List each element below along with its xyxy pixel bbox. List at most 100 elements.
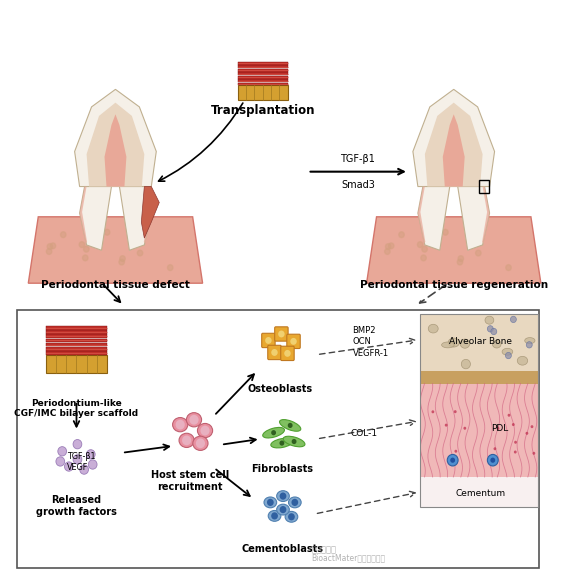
- Circle shape: [514, 441, 517, 444]
- Circle shape: [47, 244, 53, 249]
- FancyBboxPatch shape: [281, 346, 294, 361]
- Circle shape: [510, 316, 517, 322]
- Circle shape: [86, 450, 95, 459]
- Ellipse shape: [277, 491, 289, 502]
- Polygon shape: [418, 187, 450, 250]
- Text: Alveolar Bone: Alveolar Bone: [450, 337, 513, 346]
- Circle shape: [288, 513, 295, 520]
- FancyBboxPatch shape: [287, 334, 301, 349]
- Circle shape: [120, 256, 125, 262]
- Ellipse shape: [264, 497, 277, 508]
- Circle shape: [454, 450, 457, 453]
- Polygon shape: [79, 187, 87, 244]
- Ellipse shape: [448, 338, 459, 347]
- Circle shape: [463, 427, 466, 430]
- Bar: [238, 79, 287, 82]
- Circle shape: [506, 264, 511, 270]
- Bar: [46, 347, 107, 350]
- Circle shape: [65, 462, 73, 471]
- Circle shape: [267, 499, 274, 506]
- Circle shape: [104, 229, 110, 235]
- Text: Periodontal tissue defect: Periodontal tissue defect: [41, 280, 190, 289]
- Bar: [238, 72, 287, 75]
- Circle shape: [424, 233, 429, 238]
- Ellipse shape: [517, 356, 528, 365]
- Circle shape: [384, 249, 390, 255]
- Circle shape: [514, 451, 517, 454]
- Circle shape: [450, 458, 455, 463]
- Text: Fibroblasts: Fibroblasts: [251, 465, 313, 474]
- Circle shape: [291, 499, 298, 506]
- Ellipse shape: [193, 436, 208, 451]
- Polygon shape: [120, 187, 151, 250]
- Circle shape: [58, 447, 66, 456]
- Ellipse shape: [485, 316, 494, 324]
- Circle shape: [505, 353, 511, 359]
- Text: TGF-β1: TGF-β1: [341, 154, 375, 164]
- Circle shape: [287, 423, 293, 428]
- Ellipse shape: [428, 324, 438, 333]
- Circle shape: [271, 512, 278, 520]
- Ellipse shape: [197, 423, 213, 438]
- Bar: [420, 383, 538, 477]
- Circle shape: [291, 439, 297, 444]
- Circle shape: [512, 423, 515, 426]
- Circle shape: [284, 350, 291, 357]
- Ellipse shape: [179, 433, 194, 448]
- Ellipse shape: [524, 338, 535, 343]
- Circle shape: [472, 235, 477, 241]
- Ellipse shape: [285, 512, 298, 522]
- Text: Cementoblasts: Cementoblasts: [241, 544, 323, 554]
- Circle shape: [133, 235, 139, 241]
- Bar: [46, 326, 107, 329]
- Ellipse shape: [283, 436, 305, 447]
- Text: Smad3: Smad3: [341, 180, 375, 190]
- Circle shape: [531, 425, 534, 428]
- Ellipse shape: [492, 340, 501, 348]
- Text: Periodontium-like
CGF/IMC bilayer scaffold: Periodontium-like CGF/IMC bilayer scaffo…: [14, 398, 138, 418]
- Text: Host stem cell
recruitment: Host stem cell recruitment: [151, 470, 229, 492]
- Circle shape: [447, 454, 458, 466]
- Bar: [46, 335, 107, 338]
- Circle shape: [137, 250, 143, 256]
- Polygon shape: [458, 187, 489, 250]
- Circle shape: [46, 249, 52, 255]
- Bar: [46, 339, 107, 342]
- Text: BMP2
OCN
VEGFR-1: BMP2 OCN VEGFR-1: [353, 325, 388, 358]
- Polygon shape: [443, 114, 465, 187]
- Circle shape: [271, 349, 278, 356]
- Ellipse shape: [442, 342, 454, 348]
- Ellipse shape: [271, 438, 293, 448]
- Circle shape: [50, 243, 56, 249]
- Circle shape: [493, 447, 496, 450]
- Polygon shape: [482, 187, 489, 244]
- Circle shape: [476, 250, 481, 256]
- Polygon shape: [144, 187, 151, 244]
- Circle shape: [399, 232, 404, 238]
- Circle shape: [290, 338, 297, 345]
- Bar: [238, 62, 287, 65]
- Ellipse shape: [172, 418, 188, 432]
- Circle shape: [532, 452, 535, 455]
- Polygon shape: [418, 187, 425, 244]
- Circle shape: [278, 331, 285, 338]
- Polygon shape: [367, 217, 541, 283]
- Circle shape: [458, 256, 464, 262]
- Polygon shape: [87, 103, 145, 187]
- Circle shape: [526, 432, 528, 435]
- Circle shape: [176, 420, 185, 430]
- Circle shape: [488, 454, 498, 466]
- Circle shape: [61, 232, 66, 238]
- Circle shape: [265, 337, 272, 344]
- Circle shape: [86, 233, 91, 238]
- Bar: [238, 66, 287, 68]
- FancyBboxPatch shape: [268, 345, 281, 360]
- Polygon shape: [141, 187, 159, 238]
- Circle shape: [491, 328, 497, 335]
- Circle shape: [280, 440, 284, 445]
- Circle shape: [196, 438, 205, 448]
- Circle shape: [490, 458, 495, 463]
- FancyBboxPatch shape: [262, 334, 275, 347]
- Circle shape: [454, 410, 456, 413]
- Circle shape: [79, 242, 84, 248]
